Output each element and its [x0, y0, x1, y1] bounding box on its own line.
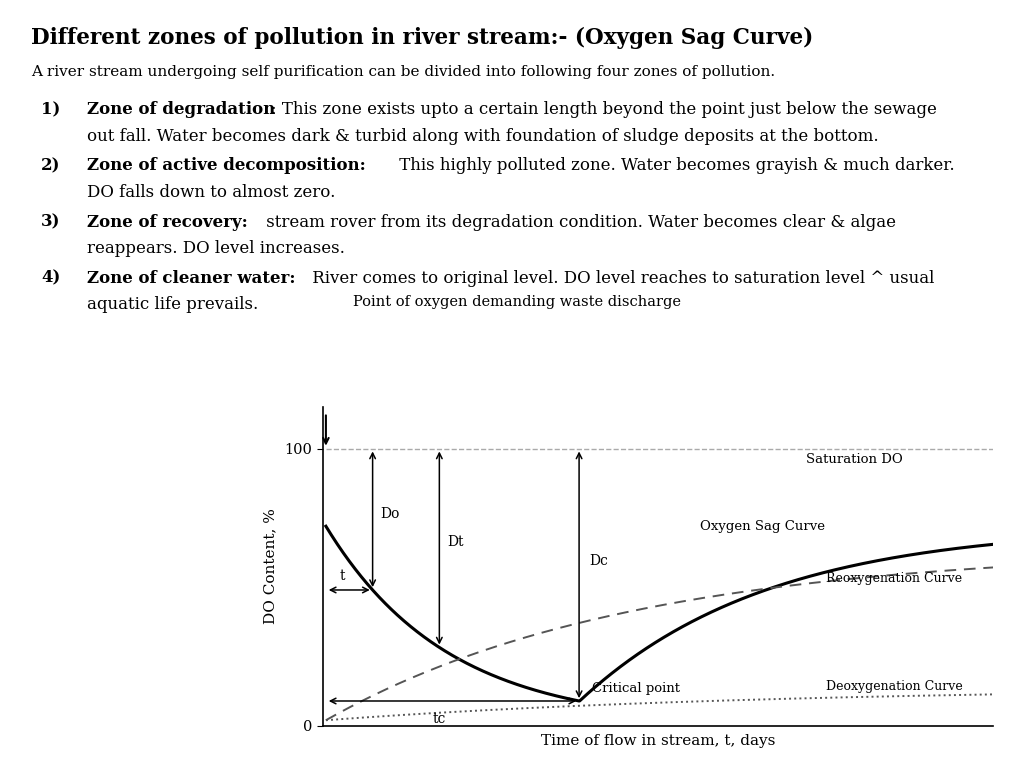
- Text: Critical point: Critical point: [593, 683, 680, 696]
- Text: Different zones of pollution in river stream:- (Oxygen Sag Curve): Different zones of pollution in river st…: [31, 27, 813, 49]
- Text: DO falls down to almost zero.: DO falls down to almost zero.: [87, 184, 336, 201]
- Text: Saturation DO: Saturation DO: [807, 453, 903, 466]
- Text: This highly polluted zone. Water becomes grayish & much darker.: This highly polluted zone. Water becomes…: [394, 157, 954, 174]
- Text: 4): 4): [41, 270, 60, 286]
- Text: Zone of recovery:: Zone of recovery:: [87, 214, 248, 230]
- Text: stream rover from its degradation condition. Water becomes clear & algae: stream rover from its degradation condit…: [261, 214, 896, 230]
- Text: : This zone exists upto a certain length beyond the point just below the sewage: : This zone exists upto a certain length…: [271, 101, 937, 118]
- Text: Deoxygenation Curve: Deoxygenation Curve: [826, 680, 964, 694]
- Text: Zone of degradation: Zone of degradation: [87, 101, 275, 118]
- Text: Point of oxygen demanding waste discharge: Point of oxygen demanding waste discharg…: [353, 295, 681, 309]
- Text: River comes to original level. DO level reaches to saturation level ^ usual: River comes to original level. DO level …: [307, 270, 935, 286]
- Text: Do: Do: [381, 507, 400, 521]
- Text: Oxygen Sag Curve: Oxygen Sag Curve: [699, 520, 824, 533]
- Text: out fall. Water becomes dark & turbid along with foundation of sludge deposits a: out fall. Water becomes dark & turbid al…: [87, 128, 879, 145]
- Text: tc: tc: [432, 712, 445, 726]
- Text: t: t: [339, 569, 345, 583]
- Text: reappears. DO level increases.: reappears. DO level increases.: [87, 240, 345, 257]
- Text: A river stream undergoing self purification can be divided into following four z: A river stream undergoing self purificat…: [31, 65, 775, 79]
- Text: Reoxygenation Curve: Reoxygenation Curve: [826, 572, 963, 585]
- Text: aquatic life prevails.: aquatic life prevails.: [87, 296, 258, 313]
- Text: Zone of cleaner water:: Zone of cleaner water:: [87, 270, 296, 286]
- Y-axis label: DO Content, %: DO Content, %: [263, 508, 278, 624]
- Text: 2): 2): [41, 157, 60, 174]
- Text: 1): 1): [41, 101, 60, 118]
- Text: Zone of active decomposition:: Zone of active decomposition:: [87, 157, 366, 174]
- Text: 3): 3): [41, 214, 60, 230]
- Text: Dt: Dt: [447, 535, 464, 549]
- Text: Dc: Dc: [589, 554, 608, 568]
- X-axis label: Time of flow in stream, t, days: Time of flow in stream, t, days: [541, 734, 775, 748]
